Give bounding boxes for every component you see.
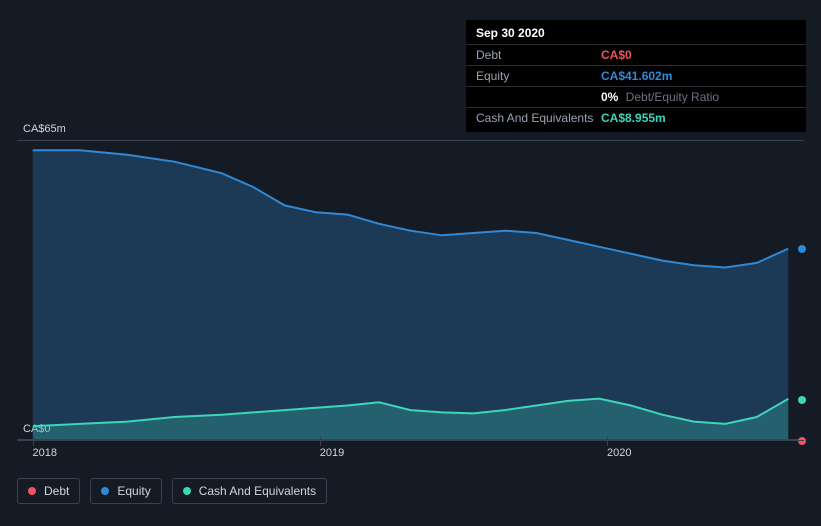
tooltip-date: Sep 30 2020 (466, 26, 806, 44)
tooltip-row-value: CA$41.602m (601, 69, 672, 83)
legend-dot-icon (28, 487, 36, 495)
tooltip-row-label: Equity (476, 69, 601, 83)
tooltip-row: Cash And EquivalentsCA$8.955m (466, 107, 806, 128)
series-end-marker (798, 396, 806, 404)
legend-label: Equity (117, 484, 150, 498)
x-tick (33, 436, 34, 446)
legend-item[interactable]: Cash And Equivalents (172, 478, 327, 504)
legend-dot-icon (101, 487, 109, 495)
chart-plot-area[interactable] (17, 140, 804, 440)
legend-label: Cash And Equivalents (199, 484, 316, 498)
chart-container: Sep 30 2020 DebtCA$0EquityCA$41.602m0% D… (0, 0, 821, 526)
legend-label: Debt (44, 484, 69, 498)
tooltip-ratio-label: Debt/Equity Ratio (622, 90, 719, 104)
legend-item[interactable]: Debt (17, 478, 80, 504)
legend: Debt Equity Cash And Equivalents (17, 478, 327, 504)
tooltip-row-value: CA$8.955m (601, 111, 666, 125)
x-tick (320, 436, 321, 446)
tooltip-row-label: Debt (476, 48, 601, 62)
tooltip-row: 0% Debt/Equity Ratio (466, 86, 806, 107)
tooltip-row: DebtCA$0 (466, 44, 806, 65)
tooltip-row: EquityCA$41.602m (466, 65, 806, 86)
x-tick (607, 436, 608, 446)
x-axis: 2018 2019 2020 (17, 440, 804, 460)
x-tick-label: 2019 (320, 447, 344, 459)
series-end-marker (798, 245, 806, 253)
tooltip-row-value: 0% Debt/Equity Ratio (601, 90, 719, 104)
y-axis-max-label: CA$65m (23, 123, 66, 135)
tooltip-row-label (476, 90, 601, 104)
legend-dot-icon (183, 487, 191, 495)
tooltip-row-value: CA$0 (601, 48, 632, 62)
x-tick-label: 2018 (32, 447, 56, 459)
x-tick-label: 2020 (607, 447, 631, 459)
tooltip-row-label: Cash And Equivalents (476, 111, 601, 125)
legend-item[interactable]: Equity (90, 478, 161, 504)
hover-tooltip: Sep 30 2020 DebtCA$0EquityCA$41.602m0% D… (466, 20, 806, 132)
